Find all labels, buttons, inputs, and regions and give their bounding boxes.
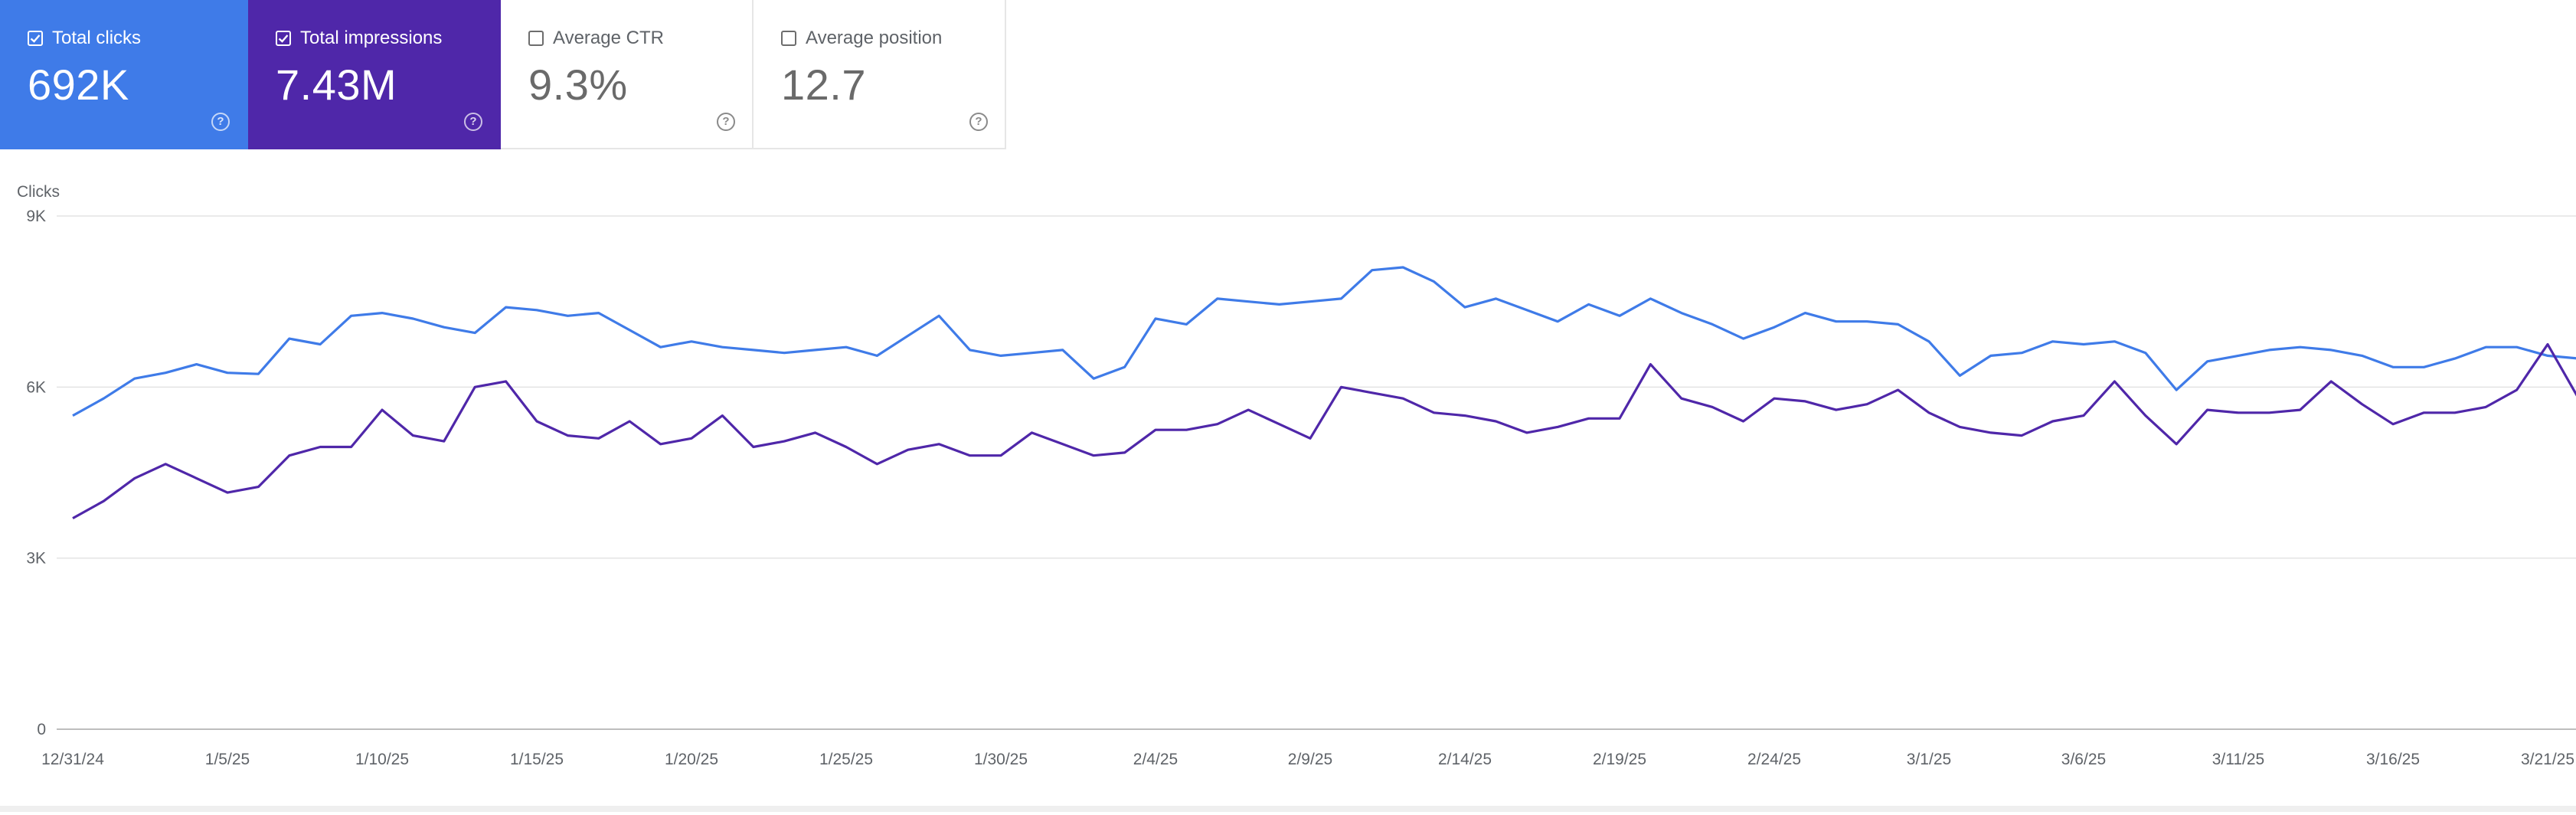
y-tick-label: 0 [37, 721, 46, 738]
x-axis-ticks: 12/31/24 1/5/25 1/10/25 1/15/25 1/20/25 1/25/… [41, 751, 2574, 768]
metric-cards: Total clicks 692K ? Total impressions 7.… [0, 0, 1006, 149]
card-bottom-border [0, 806, 2576, 812]
x-tick-label: 1/15/25 [510, 751, 564, 768]
total-clicks-checkbox[interactable] [28, 31, 43, 46]
checkmark-icon [30, 34, 41, 43]
average-position-card[interactable]: Average position 12.7 ? [754, 0, 1006, 149]
help-icon[interactable]: ? [211, 113, 230, 131]
x-tick-label: 2/14/25 [1438, 751, 1492, 768]
chart-grid [57, 215, 2576, 730]
x-tick-label: 3/6/25 [2061, 751, 2106, 768]
y-tick-label: 6K [26, 378, 46, 396]
x-tick-label: 3/11/25 [2212, 751, 2265, 768]
x-tick-label: 3/21/25 [2521, 751, 2574, 768]
average-ctr-card[interactable]: Average CTR 9.3% ? [501, 0, 754, 149]
x-tick-label: 1/20/25 [665, 751, 718, 768]
average-position-checkbox[interactable] [781, 31, 796, 46]
average-ctr-value: 9.3% [528, 61, 628, 109]
x-tick-label: 1/30/25 [974, 751, 1028, 768]
total-clicks-value: 692K [28, 61, 129, 109]
x-tick-label: 1/10/25 [355, 751, 409, 768]
y-axis-title: Clicks [17, 183, 60, 201]
series-lines [72, 266, 2576, 519]
help-icon[interactable]: ? [969, 113, 988, 131]
performance-line-chart[interactable]: Clicks 0 3K 6K 9K 12/31/24 1/5/25 1/10/25 1/15… [0, 176, 2576, 789]
help-icon[interactable]: ? [464, 113, 482, 131]
y-tick-label: 3K [26, 550, 46, 568]
clicks-series-line[interactable] [72, 266, 2576, 417]
x-tick-label: 12/31/24 [41, 751, 104, 768]
x-tick-label: 2/19/25 [1593, 751, 1646, 768]
x-tick-label: 2/24/25 [1747, 751, 1801, 768]
x-tick-label: 3/16/25 [2366, 751, 2420, 768]
total-impressions-checkbox[interactable] [276, 31, 291, 46]
x-tick-label: 2/9/25 [1288, 751, 1332, 768]
average-ctr-checkbox[interactable] [528, 31, 544, 46]
total-clicks-label: Total clicks [52, 28, 142, 48]
checkmark-icon [278, 34, 289, 43]
total-impressions-card[interactable]: Total impressions 7.43M ? [248, 0, 501, 149]
total-clicks-card[interactable]: Total clicks 692K ? [0, 0, 248, 149]
average-position-value: 12.7 [781, 61, 866, 109]
x-tick-label: 3/1/25 [1907, 751, 1951, 768]
total-impressions-value: 7.43M [276, 61, 397, 109]
average-ctr-label: Average CTR [553, 28, 664, 48]
impressions-series-line[interactable] [72, 342, 2576, 519]
help-icon[interactable]: ? [717, 113, 735, 131]
x-tick-label: 2/4/25 [1133, 751, 1178, 768]
y-axis-ticks: 0 3K 6K 9K [26, 208, 46, 738]
total-impressions-label: Total impressions [300, 28, 443, 48]
x-tick-label: 1/25/25 [819, 751, 873, 768]
x-tick-label: 1/5/25 [205, 751, 250, 768]
average-position-label: Average position [806, 28, 943, 48]
y-tick-label: 9K [26, 208, 46, 225]
